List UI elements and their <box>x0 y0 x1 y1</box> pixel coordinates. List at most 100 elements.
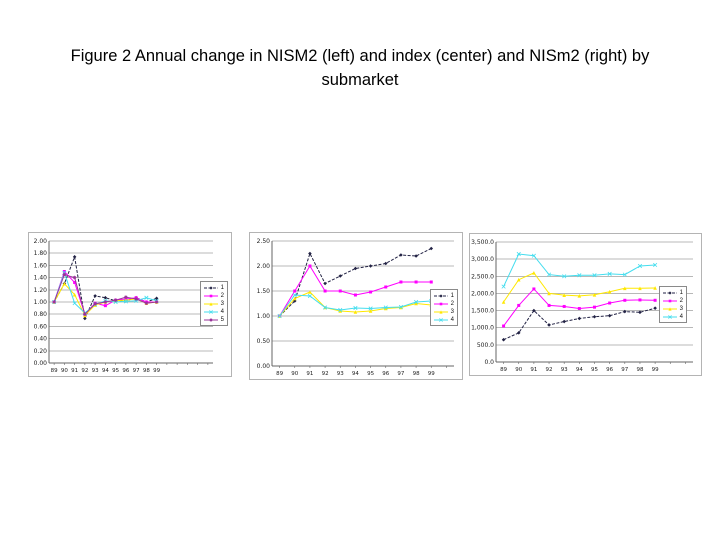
legend-series-marker-icon <box>203 310 218 314</box>
chart-index-center: 2.50 2.00 1.50 1.00 0.50 0.00 89 90 91 92 93 94 95 96… <box>249 232 463 380</box>
legend-series-marker-icon <box>433 294 448 298</box>
legend-entry: 2 <box>203 292 224 300</box>
legend-entry: 1 <box>662 289 683 297</box>
svg-text:500.0: 500.0 <box>477 342 494 349</box>
svg-text:89: 89 <box>276 371 283 377</box>
legend-series-label: 4 <box>220 309 224 315</box>
legend-series-marker-icon <box>433 318 448 322</box>
svg-text:90: 90 <box>291 371 298 377</box>
legend-series-label: 4 <box>679 314 683 320</box>
svg-text:1.60: 1.60 <box>34 262 48 269</box>
svg-text:93: 93 <box>561 367 568 373</box>
svg-text:92: 92 <box>322 371 329 377</box>
svg-text:2,500.0: 2,500.0 <box>471 273 494 280</box>
svg-text:2.00: 2.00 <box>257 263 271 270</box>
svg-text:97: 97 <box>621 367 628 373</box>
svg-text:96: 96 <box>382 371 389 377</box>
legend-series-marker-icon <box>662 291 677 295</box>
svg-text:2.00: 2.00 <box>34 238 48 245</box>
svg-text:98: 98 <box>143 368 150 374</box>
legend-entry: 2 <box>662 297 683 305</box>
svg-text:0.50: 0.50 <box>257 338 271 345</box>
svg-text:91: 91 <box>530 367 537 373</box>
chart-nism2-right-plot: 3,500.0 3,000.0 2,500.0 2,000.0 1,500.0 1,000… <box>471 239 693 373</box>
svg-text:94: 94 <box>102 368 109 374</box>
legend-series-label: 3 <box>450 309 454 315</box>
svg-text:98: 98 <box>636 367 643 373</box>
svg-text:95: 95 <box>367 371 374 377</box>
svg-text:0.0: 0.0 <box>484 359 494 366</box>
svg-text:3,000.0: 3,000.0 <box>471 256 494 263</box>
svg-text:92: 92 <box>546 367 553 373</box>
svg-text:90: 90 <box>515 367 522 373</box>
svg-text:97: 97 <box>397 371 404 377</box>
svg-text:1.00: 1.00 <box>34 299 48 306</box>
figure-title: Figure 2 Annual change in NISM2 (left) a… <box>70 47 650 89</box>
svg-text:0.80: 0.80 <box>34 311 48 318</box>
chart-nism2-right: 3,500.0 3,000.0 2,500.0 2,000.0 1,500.0 1,000… <box>469 233 702 376</box>
legend-series-marker-icon <box>433 310 448 314</box>
legend-entry: 1 <box>433 292 454 300</box>
legend-series-marker-icon <box>433 302 448 306</box>
svg-text:99: 99 <box>652 367 659 373</box>
chart-nism2-left-plot: 2.00 1.80 1.60 1.40 1.20 1.00 0.80 0.60 0.40 0.20… <box>34 238 213 374</box>
legend-series-marker-icon <box>203 294 218 298</box>
legend-entry: 3 <box>662 305 683 313</box>
svg-text:1.40: 1.40 <box>34 275 48 282</box>
legend-series-label: 3 <box>220 301 224 307</box>
legend-series-label: 1 <box>679 290 683 296</box>
svg-text:96: 96 <box>606 367 613 373</box>
legend-series-label: 1 <box>220 285 224 291</box>
legend-series-marker-icon <box>203 318 218 322</box>
legend-series-label: 3 <box>679 306 683 312</box>
svg-text:94: 94 <box>352 371 359 377</box>
svg-text:1,500.0: 1,500.0 <box>471 308 494 315</box>
svg-text:98: 98 <box>413 371 420 377</box>
svg-text:95: 95 <box>112 368 119 374</box>
svg-text:92: 92 <box>81 368 88 374</box>
legend-series-label: 4 <box>450 317 454 323</box>
legend-entry: 3 <box>203 300 224 308</box>
legend-series-label: 2 <box>679 298 683 304</box>
svg-text:0.00: 0.00 <box>34 360 48 367</box>
svg-text:99: 99 <box>153 368 160 374</box>
legend-series-marker-icon <box>662 299 677 303</box>
svg-text:91: 91 <box>306 371 313 377</box>
chart-index-center-legend: 1 2 3 4 <box>429 289 458 326</box>
svg-text:0.20: 0.20 <box>34 348 48 355</box>
svg-text:93: 93 <box>92 368 99 374</box>
legend-series-label: 2 <box>220 293 224 299</box>
legend-series-marker-icon <box>662 307 677 311</box>
legend-entry: 3 <box>433 308 454 316</box>
svg-text:91: 91 <box>71 368 78 374</box>
svg-text:95: 95 <box>591 367 598 373</box>
svg-text:1.80: 1.80 <box>34 250 48 257</box>
chart-index-center-plot: 2.50 2.00 1.50 1.00 0.50 0.00 89 90 91 92 93 94 95 96… <box>257 238 454 377</box>
svg-text:2,000.0: 2,000.0 <box>471 290 494 297</box>
svg-text:90: 90 <box>61 368 68 374</box>
legend-series-label: 1 <box>450 293 454 299</box>
legend-series-marker-icon <box>662 315 677 319</box>
legend-series-label: 2 <box>450 301 454 307</box>
chart-nism2-left: 2.00 1.80 1.60 1.40 1.20 1.00 0.80 0.60 0.40 0.20… <box>28 232 232 377</box>
svg-text:0.00: 0.00 <box>257 363 271 370</box>
svg-text:0.40: 0.40 <box>34 336 48 343</box>
svg-text:1.00: 1.00 <box>257 313 271 320</box>
svg-text:3,500.0: 3,500.0 <box>471 239 494 246</box>
legend-entry: 4 <box>203 308 224 316</box>
svg-text:0.60: 0.60 <box>34 323 48 330</box>
legend-entry: 2 <box>433 300 454 308</box>
svg-text:2.50: 2.50 <box>257 238 271 245</box>
legend-series-marker-icon <box>203 286 218 290</box>
svg-text:1,000.0: 1,000.0 <box>471 325 494 332</box>
legend-series-marker-icon <box>203 302 218 306</box>
svg-text:93: 93 <box>337 371 344 377</box>
svg-text:89: 89 <box>500 367 507 373</box>
svg-text:97: 97 <box>133 368 140 374</box>
svg-text:1.20: 1.20 <box>34 287 48 294</box>
svg-text:99: 99 <box>428 371 435 377</box>
svg-text:96: 96 <box>122 368 129 374</box>
chart-nism2-left-legend: 1 2 3 4 5 <box>199 281 228 326</box>
legend-entry: 4 <box>433 316 454 324</box>
legend-series-label: 5 <box>220 317 224 323</box>
